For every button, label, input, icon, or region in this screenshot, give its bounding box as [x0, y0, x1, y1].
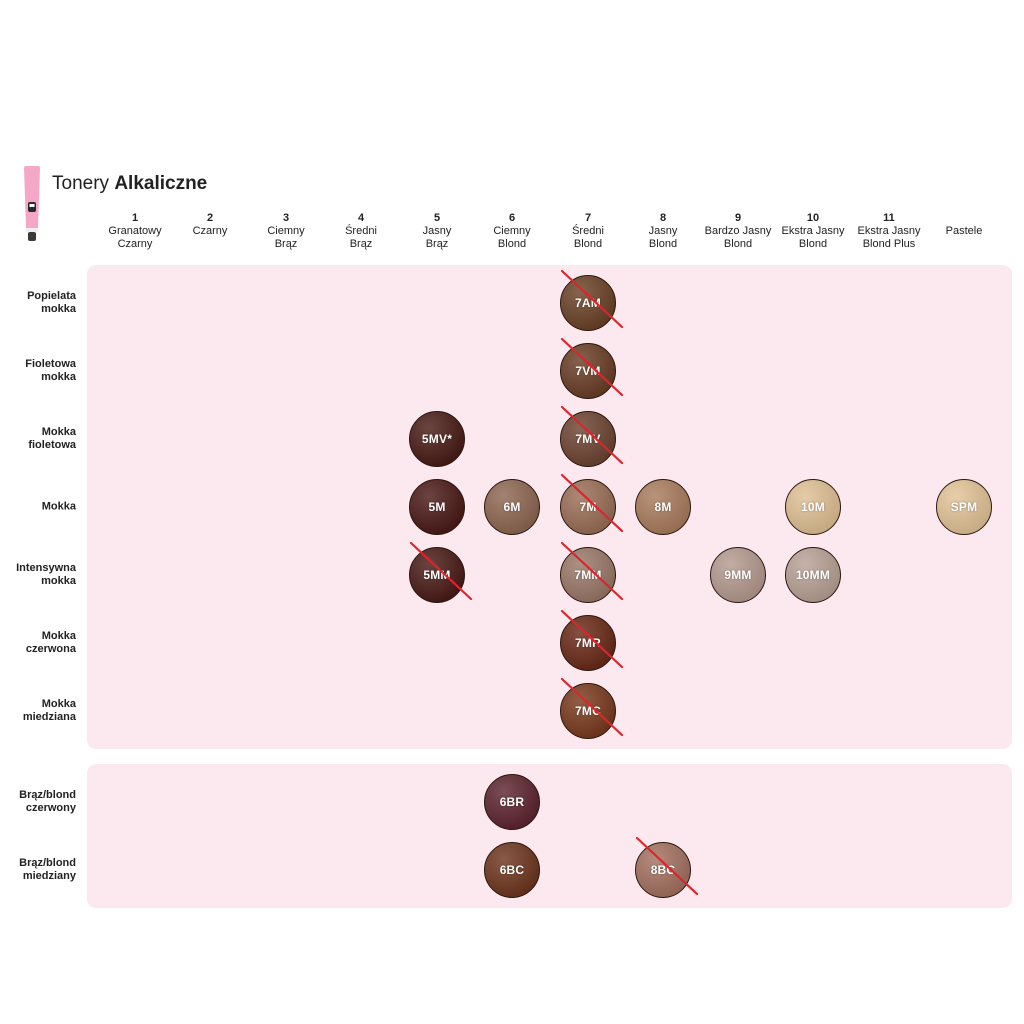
column-header: 3 Ciemny Brąz: [246, 212, 326, 251]
column-header: 10 Ekstra Jasny Blond: [773, 212, 853, 251]
swatch-code: 9MM: [724, 568, 752, 582]
color-swatch[interactable]: 5MM: [409, 541, 473, 603]
column-label: Średni Blond: [572, 225, 604, 250]
column-label: Czarny: [192, 225, 228, 237]
column-number: 9: [734, 212, 742, 224]
swatch-code: 7MV: [575, 432, 601, 446]
swatch-code: 5MV*: [421, 432, 453, 446]
column-label: Ciemny Blond: [493, 225, 531, 250]
row-header: Mokka fioletowa: [28, 426, 76, 451]
column-label: Granatowy Czarny: [108, 225, 162, 250]
swatch-code: 7AM: [575, 296, 601, 310]
row-header: Brąz/blond czerwony: [19, 789, 76, 814]
swatch-code: SPM: [950, 500, 978, 514]
title-bold: Alkaliczne: [114, 173, 208, 194]
column-number: 4: [357, 212, 365, 224]
swatch-code: 6M: [503, 500, 521, 514]
column-label: Ekstra Jasny Blond Plus: [857, 225, 921, 250]
color-swatch[interactable]: 7AM: [560, 269, 624, 331]
row-header: Intensywna mokka: [16, 562, 76, 587]
column-header: Pastele: [924, 225, 1004, 238]
color-swatch[interactable]: 5M: [409, 479, 465, 535]
color-swatch[interactable]: 8M: [635, 479, 691, 535]
column-label: Bardzo Jasny Blond: [704, 225, 772, 250]
column-number: 8: [659, 212, 667, 224]
column-number: 2: [206, 212, 214, 224]
color-swatch[interactable]: 7MV: [560, 405, 624, 467]
column-header: 11 Ekstra Jasny Blond Plus: [849, 212, 929, 251]
color-swatch[interactable]: 10MM: [785, 547, 841, 603]
column-number: 7: [584, 212, 592, 224]
page-title: Tonery Alkaliczne: [52, 173, 207, 195]
column-number: 6: [508, 212, 516, 224]
swatch-code: 6BR: [499, 795, 525, 809]
column-header: 1 Granatowy Czarny: [95, 212, 175, 251]
color-swatch[interactable]: 7MC: [560, 677, 624, 739]
color-swatch[interactable]: 6M: [484, 479, 540, 535]
column-label: Jasny Brąz: [422, 225, 452, 250]
color-swatch[interactable]: 7VM: [560, 337, 624, 399]
panel-mokka: [87, 265, 1012, 749]
column-label: Ciemny Brąz: [267, 225, 305, 250]
column-label: Średni Brąz: [345, 225, 377, 250]
color-swatch[interactable]: 7M: [560, 473, 624, 535]
title-regular: Tonery: [52, 173, 110, 194]
swatch-code: 7M: [579, 500, 597, 514]
row-header: Mokka: [41, 500, 76, 513]
swatch-code: 7MC: [575, 704, 601, 718]
row-header: Mokka miedziana: [22, 698, 76, 723]
column-label: Ekstra Jasny Blond: [781, 225, 845, 250]
panel-braz-blond: [87, 764, 1012, 908]
row-header: Mokka czerwona: [25, 630, 76, 655]
column-number: 1: [131, 212, 139, 224]
swatch-code: 6BC: [499, 863, 525, 877]
swatch-code: 5MM: [423, 568, 451, 582]
swatch-code: 8BC: [650, 863, 676, 877]
column-label: Pastele: [945, 225, 983, 237]
color-swatch[interactable]: 6BR: [484, 774, 540, 830]
row-header: Brąz/blond miedziany: [19, 857, 76, 882]
swatch-code: 7MR: [575, 636, 601, 650]
row-header: Fioletowa mokka: [25, 358, 76, 383]
swatch-code: 10MM: [795, 568, 831, 582]
column-number: 5: [433, 212, 441, 224]
color-swatch[interactable]: 5MV*: [409, 411, 465, 467]
column-number: 3: [282, 212, 290, 224]
color-swatch[interactable]: 7MR: [560, 609, 624, 671]
column-header: 5 Jasny Brąz: [397, 212, 477, 251]
column-header: 2 Czarny: [170, 212, 250, 238]
color-swatch[interactable]: 8BC: [635, 836, 699, 898]
column-header: 9 Bardzo Jasny Blond: [698, 212, 778, 251]
swatch-code: 7VM: [575, 364, 601, 378]
row-header: Popielata mokka: [27, 290, 76, 315]
column-number: 10: [806, 212, 820, 224]
color-swatch[interactable]: 10M: [785, 479, 841, 535]
color-swatch[interactable]: SPM: [936, 479, 992, 535]
color-swatch[interactable]: 6BC: [484, 842, 540, 898]
swatch-code: 8M: [654, 500, 672, 514]
column-header: 8 Jasny Blond: [623, 212, 703, 251]
column-header: 7 Średni Blond: [548, 212, 628, 251]
column-label: Jasny Blond: [648, 225, 678, 250]
swatch-code: 10M: [801, 500, 825, 514]
column-header: 4 Średni Brąz: [321, 212, 401, 251]
color-swatch[interactable]: 9MM: [710, 547, 766, 603]
product-tube-icon: [24, 166, 40, 241]
column-header: 6 Ciemny Blond: [472, 212, 552, 251]
swatch-code: 7MM: [574, 568, 602, 582]
color-swatch[interactable]: 7MM: [560, 541, 624, 603]
column-number: 11: [883, 212, 895, 224]
swatch-code: 5M: [428, 500, 446, 514]
